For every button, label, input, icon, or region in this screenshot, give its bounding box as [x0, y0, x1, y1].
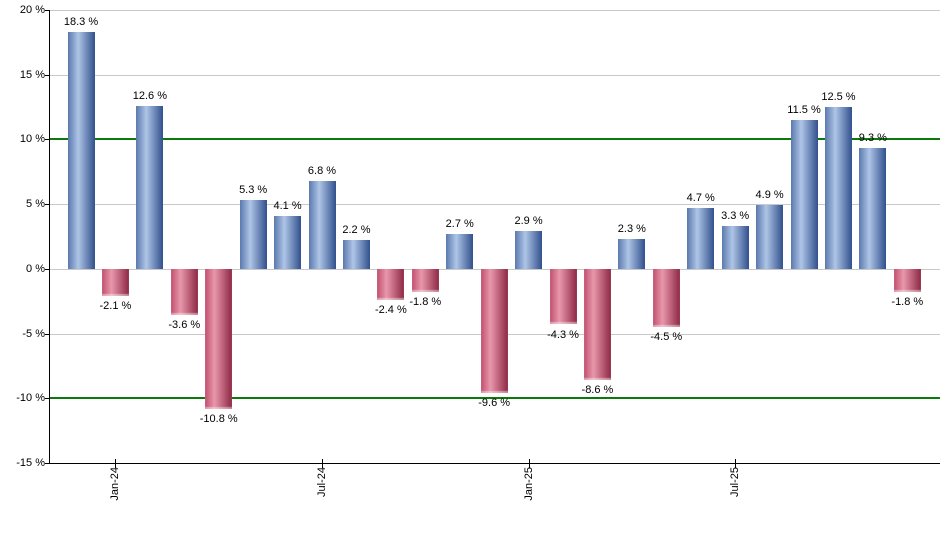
bar-value-label: -3.6 %	[168, 319, 201, 332]
x-axis-tick-mark	[528, 459, 530, 468]
bar-value-label: 18.3 %	[63, 16, 99, 28]
y-axis-tick-label: 15 %	[19, 68, 45, 81]
bar-Nov-25	[859, 148, 887, 269]
bar-value-label: -1.8 %	[891, 296, 924, 309]
bar-May-25	[652, 268, 680, 328]
bar-value-label: -8.6 %	[581, 384, 614, 397]
bar-Jun-25	[687, 208, 715, 269]
bar-value-label: -4.3 %	[547, 328, 579, 341]
bar-value-label: 4.9 %	[755, 189, 784, 202]
x-axis-tick-label: Jul-24	[316, 467, 328, 497]
y-axis-tick-mark	[45, 10, 49, 11]
bar-Mar-25	[583, 268, 611, 381]
y-axis-tick-mark	[45, 139, 49, 141]
bar-Apr-24	[205, 268, 233, 409]
bar-Feb-25	[549, 268, 577, 325]
bar-value-label: 3.3 %	[721, 210, 750, 223]
bar-value-label: 12.5 %	[821, 91, 856, 104]
x-axis-tick-label: Jul-25	[729, 467, 742, 497]
reference-line	[49, 138, 940, 141]
bar-value-label: -10.8 %	[199, 412, 238, 425]
bar-Jun-24	[274, 215, 302, 269]
y-axis-tick-mark	[45, 268, 49, 270]
y-axis-tick-label: 20 %	[19, 4, 45, 16]
y-axis-tick-mark	[45, 463, 49, 464]
y-axis-tick-mark	[45, 74, 49, 76]
x-axis-tick-mark	[322, 459, 323, 468]
bar-value-label: 9.3 %	[858, 132, 887, 145]
bar-Sep-25	[790, 120, 818, 269]
x-axis-line	[49, 463, 940, 464]
bar-Oct-24	[411, 268, 439, 293]
bar-Feb-24	[136, 105, 164, 269]
y-axis-tick-mark	[45, 204, 49, 206]
bar-value-label: 11.5 %	[787, 104, 821, 116]
bar-value-label: -2.4 %	[374, 303, 407, 316]
bar-Dec-25	[893, 268, 921, 293]
bar-Sep-24	[377, 268, 405, 300]
bar-value-label: 2.7 %	[445, 217, 474, 230]
y-axis-line	[49, 10, 50, 464]
bar-Oct-25	[824, 107, 852, 269]
bar-Dec-23	[67, 32, 95, 269]
plot-area	[49, 10, 940, 463]
bar-Jan-24	[101, 268, 129, 297]
bar-value-label: 4.7 %	[686, 192, 715, 205]
bar-value-label: -2.1 %	[99, 300, 132, 313]
y-axis-tick-mark	[45, 398, 49, 400]
x-axis-tick-label: Jan-24	[109, 467, 122, 501]
bar-Aug-25	[756, 205, 784, 269]
gridline	[49, 204, 940, 206]
y-axis-tick-mark	[45, 333, 49, 335]
x-axis-tick-label: Jan-25	[522, 467, 535, 501]
gridline	[49, 74, 940, 76]
y-axis-tick-label: -15 %	[16, 457, 45, 469]
y-axis-tick-label: -5 %	[22, 327, 45, 340]
bar-value-label: 2.9 %	[514, 215, 543, 228]
bar-value-label: -9.6 %	[478, 397, 511, 410]
bar-value-label: 12.6 %	[132, 89, 167, 102]
gridline	[49, 10, 940, 11]
bar-Mar-24	[170, 268, 198, 316]
bar-value-label: 2.2 %	[342, 224, 371, 237]
bar-value-label: 2.3 %	[617, 223, 646, 236]
reference-line	[49, 397, 940, 400]
bar-Jul-25	[721, 226, 749, 269]
y-axis-tick-label: -10 %	[16, 392, 45, 405]
x-axis-tick-mark	[115, 459, 117, 468]
bar-value-label: 4.1 %	[273, 199, 302, 212]
y-axis-tick-label: 10 %	[19, 133, 45, 146]
bar-May-24	[239, 200, 267, 269]
bar-Apr-25	[618, 239, 646, 269]
bar-value-label: -4.5 %	[650, 331, 683, 344]
bar-Jul-24	[308, 180, 336, 269]
y-axis-tick-label: 0 %	[26, 262, 45, 275]
bar-Nov-24	[446, 233, 474, 269]
bar-value-label: 6.8 %	[307, 164, 337, 177]
bar-value-label: -1.8 %	[409, 296, 442, 309]
bar-Dec-24	[480, 268, 508, 394]
y-axis-tick-label: 5 %	[26, 198, 45, 211]
x-axis-tick-mark	[735, 459, 737, 468]
bar-Jan-25	[515, 231, 543, 269]
bar-value-label: 5.3 %	[239, 184, 268, 197]
bar-Aug-24	[342, 240, 370, 269]
